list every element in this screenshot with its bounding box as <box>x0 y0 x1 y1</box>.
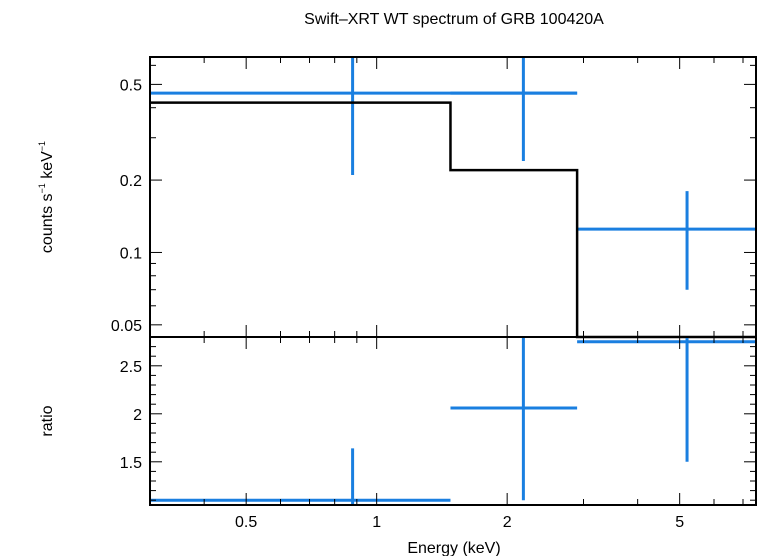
y-tick-label: 0.05 <box>111 318 142 335</box>
y-tick-label: 0.5 <box>120 77 142 94</box>
ratio-panel: 1.5 2 2.5 ratio <box>39 336 757 506</box>
ratio-ticks: 1.5 2 2.5 <box>120 336 756 505</box>
x-tick-label: 2 <box>503 514 512 531</box>
y-tick-label: 0.1 <box>120 245 142 262</box>
x-tick-label: 5 <box>675 514 684 531</box>
x-tick-label: 0.5 <box>235 514 257 531</box>
x-axis-label: Energy (keV) <box>407 540 500 556</box>
x-tick-labels: 0.5 1 2 5 <box>235 514 684 531</box>
spectrum-frame <box>149 56 757 338</box>
ratio-series <box>150 337 756 505</box>
spectrum-series <box>150 57 756 339</box>
model-step-line <box>150 101 756 339</box>
x-tick-label: 1 <box>372 514 381 531</box>
chart-title: Swift–XRT WT spectrum of GRB 100420A <box>304 11 604 28</box>
y-axis-label-ratio: ratio <box>39 405 56 436</box>
y-tick-label: 0.2 <box>120 173 142 190</box>
y-tick-label: 2 <box>133 407 142 424</box>
spectrum-ticks: 0.05 0.1 0.2 0.5 <box>111 57 756 337</box>
y-axis-label-spectrum: counts s−1 keV−1 <box>37 141 56 253</box>
spectrum-panel: 0.05 0.1 0.2 0.5 counts s−1 keV−1 <box>37 56 757 339</box>
y-tick-label: 2.5 <box>120 359 142 376</box>
y-tick-label: 1.5 <box>120 455 142 472</box>
ratio-frame <box>149 336 757 506</box>
